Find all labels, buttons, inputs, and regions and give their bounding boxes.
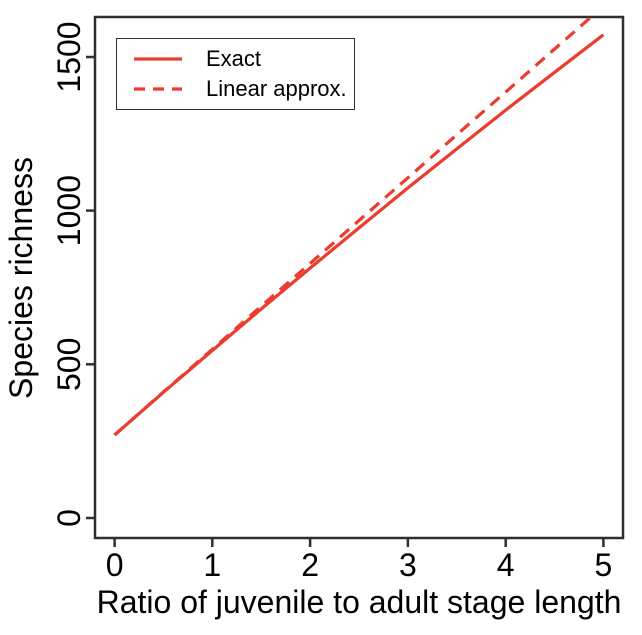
legend-label-linear-approx: Linear approx. [206,75,347,101]
y-tick-label: 1500 [51,21,87,92]
axis-tick-labels: 0 1 2 3 4 5 0 500 1000 1500 [51,21,612,583]
y-tick-label: 1000 [51,175,87,246]
y-axis-label: Species richness [3,157,39,399]
data-lines [113,17,605,437]
y-tick-label: 500 [51,338,87,391]
x-tick-label: 3 [399,547,417,583]
legend: Exact Linear approx. [116,38,355,110]
solid-line-swatch [134,57,182,61]
legend-label-exact: Exact [206,46,262,72]
plot-border [93,15,625,540]
legend-item-exact: Exact [134,46,354,72]
x-tick-label: 1 [203,547,221,583]
legend-item-linear-approx: Linear approx. [134,76,354,102]
x-tick-label: 4 [497,547,515,583]
series-line-linear-approx- [113,17,594,437]
axis-ticks [86,55,605,547]
y-tick-label: 0 [51,509,87,527]
x-tick-label: 0 [106,547,124,583]
dashed-line-swatch [134,87,182,91]
x-tick-label: 5 [595,547,613,583]
x-axis-label: Ratio of juvenile to adult stage length [97,584,622,620]
x-tick-label: 2 [301,547,319,583]
